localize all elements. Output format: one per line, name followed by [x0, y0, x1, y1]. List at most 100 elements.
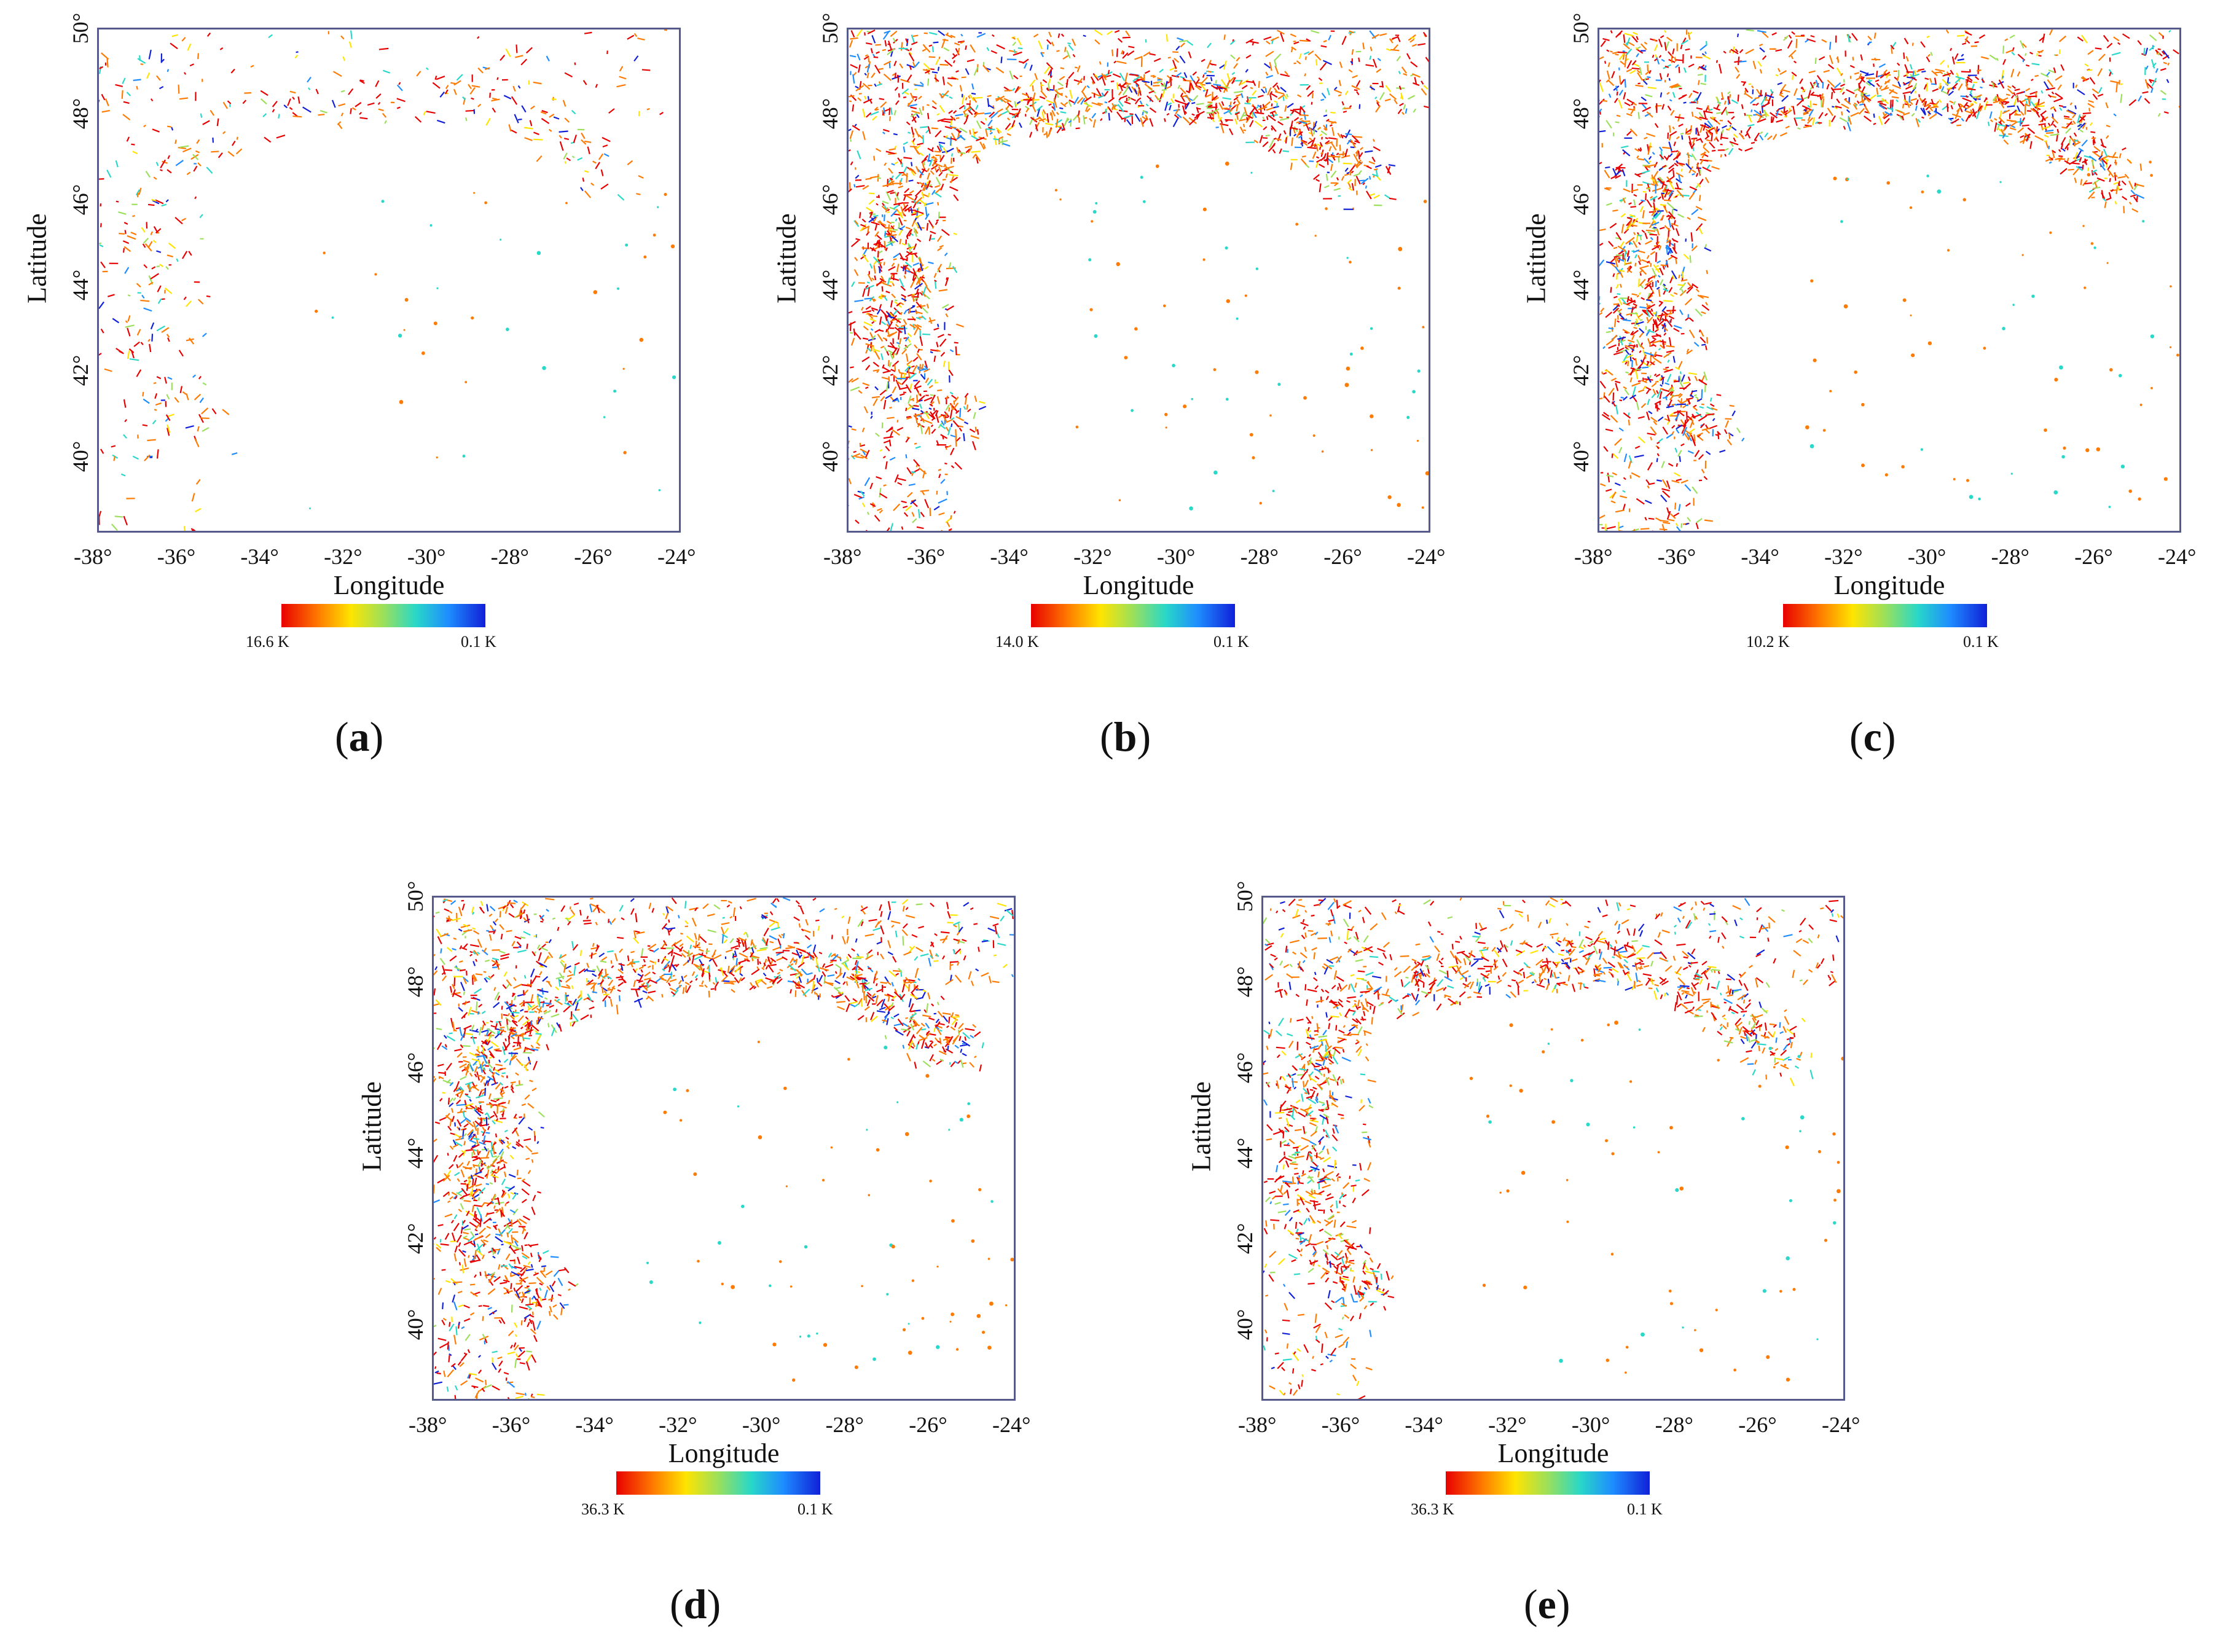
x-axis-label: Longitude: [1497, 1438, 1609, 1468]
x-tick-label: -30°: [1907, 544, 1946, 569]
x-tick-label: -32°: [1073, 544, 1112, 569]
x-tick-label: -32°: [659, 1412, 697, 1437]
panel-caption: (b): [1100, 713, 1151, 760]
x-tick-label: -24°: [657, 544, 696, 569]
y-tick-label: 42°: [403, 1223, 428, 1255]
y-tick-label: 44°: [1569, 269, 1593, 301]
y-tick-label: 42°: [68, 355, 93, 386]
x-tick-label: -28°: [825, 1412, 864, 1437]
y-tick-label: 42°: [818, 355, 842, 386]
x-tick-label: -38°: [1574, 544, 1613, 569]
colorbar-min-label: 0.1 K: [798, 1500, 833, 1518]
x-tick-label: -32°: [1824, 544, 1863, 569]
colorbar-min-label: 0.1 K: [1213, 633, 1249, 651]
colorbar-max-label: 36.3 K: [1411, 1500, 1454, 1518]
y-tick-label: 42°: [1233, 1223, 1257, 1255]
x-tick-label: -38°: [823, 544, 862, 569]
map-plot-c: [1598, 28, 2181, 533]
x-tick-label: -30°: [1156, 544, 1196, 569]
x-tick-label: -34°: [990, 544, 1029, 569]
x-tick-label: -30°: [1571, 1412, 1610, 1437]
y-tick-label: 46°: [1569, 184, 1593, 215]
x-tick-label: -26°: [574, 544, 613, 569]
y-tick-label: 44°: [818, 269, 842, 301]
y-tick-label: 46°: [818, 184, 842, 215]
x-tick-label: -36°: [1657, 544, 1696, 569]
x-tick-label: -38°: [1238, 1412, 1277, 1437]
colorbar-min-label: 0.1 K: [461, 633, 496, 651]
y-tick-label: 50°: [1569, 12, 1593, 44]
x-tick-label: -28°: [1655, 1412, 1693, 1437]
y-tick-label: 46°: [403, 1052, 428, 1083]
colorbar: [1783, 604, 1987, 627]
x-tick-label: -34°: [240, 544, 279, 569]
x-tick-label: -26°: [2074, 544, 2113, 569]
x-tick-label: -34°: [1741, 544, 1779, 569]
x-tick-label: -36°: [906, 544, 946, 569]
x-tick-label: -30°: [407, 544, 446, 569]
x-axis-label: Longitude: [333, 570, 445, 600]
x-axis-label: Longitude: [668, 1438, 780, 1468]
y-tick-label: 40°: [68, 440, 93, 472]
x-tick-label: -26°: [1323, 544, 1362, 569]
map-plot-e: [1261, 896, 1845, 1401]
x-tick-label: -36°: [492, 1412, 531, 1437]
map-fronts-c: [1599, 29, 2179, 531]
map-plot-d: [432, 896, 1016, 1401]
y-tick-label: 50°: [68, 12, 93, 44]
y-tick-label: 44°: [68, 269, 93, 301]
x-tick-label: -24°: [992, 1412, 1031, 1437]
panel-caption: (e): [1524, 1581, 1570, 1627]
map-fronts-e: [1263, 898, 1843, 1399]
y-tick-label: 42°: [1569, 355, 1593, 386]
panel-caption: (c): [1849, 713, 1896, 760]
colorbar-max-label: 36.3 K: [581, 1500, 625, 1518]
x-tick-label: -28°: [1240, 544, 1279, 569]
panel-caption: (a): [335, 713, 384, 760]
colorbar-max-label: 16.6 K: [246, 633, 289, 651]
x-tick-label: -24°: [1822, 1412, 1860, 1437]
y-tick-label: 40°: [403, 1309, 428, 1340]
y-tick-label: 48°: [403, 966, 428, 998]
y-tick-label: 48°: [818, 98, 842, 130]
x-tick-label: -38°: [409, 1412, 447, 1437]
colorbar: [281, 604, 485, 627]
y-tick-label: 48°: [1233, 966, 1257, 998]
x-axis-label: Longitude: [1833, 570, 1945, 600]
y-axis-label: Latitude: [356, 1081, 387, 1172]
y-tick-label: 40°: [1233, 1309, 1257, 1340]
y-axis-label: Latitude: [22, 213, 52, 303]
x-tick-label: -34°: [575, 1412, 614, 1437]
x-tick-label: -36°: [1321, 1412, 1360, 1437]
x-tick-label: -32°: [1488, 1412, 1527, 1437]
map-fronts-d: [434, 898, 1014, 1399]
colorbar: [1031, 604, 1235, 627]
y-tick-label: 50°: [1233, 880, 1257, 912]
y-tick-label: 40°: [1569, 440, 1593, 472]
colorbar: [1446, 1471, 1650, 1495]
x-tick-label: -34°: [1405, 1412, 1443, 1437]
x-tick-label: -32°: [324, 544, 363, 569]
y-tick-label: 40°: [818, 440, 842, 472]
y-axis-label: Latitude: [1521, 213, 1551, 303]
y-tick-label: 46°: [1233, 1052, 1257, 1083]
x-tick-label: -36°: [157, 544, 196, 569]
y-tick-label: 44°: [1233, 1137, 1257, 1169]
colorbar-min-label: 0.1 K: [1627, 1500, 1663, 1518]
y-axis-label: Latitude: [1186, 1081, 1217, 1172]
colorbar-max-label: 10.2 K: [1746, 633, 1790, 651]
map-fronts-a: [99, 29, 676, 531]
panel-caption: (d): [670, 1581, 721, 1627]
x-axis-label: Longitude: [1083, 570, 1194, 600]
y-tick-label: 48°: [1569, 98, 1593, 130]
map-fronts-b: [849, 29, 1429, 531]
colorbar-max-label: 14.0 K: [995, 633, 1039, 651]
colorbar-min-label: 0.1 K: [1963, 633, 1999, 651]
x-tick-label: -24°: [1407, 544, 1446, 569]
x-tick-label: -26°: [909, 1412, 947, 1437]
colorbar: [616, 1471, 820, 1495]
map-plot-b: [847, 28, 1430, 533]
y-axis-label: Latitude: [771, 213, 802, 303]
x-tick-label: -28°: [1991, 544, 2029, 569]
map-plot-a: [97, 28, 681, 533]
